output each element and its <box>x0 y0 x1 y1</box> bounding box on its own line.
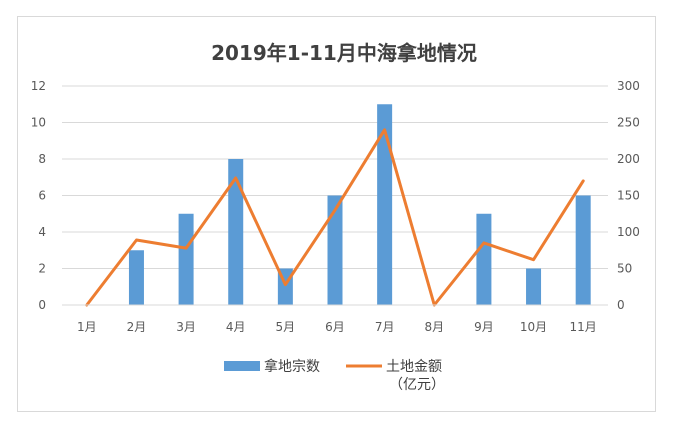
x-tick-label: 8月 <box>424 320 444 334</box>
y-left-tick-label: 6 <box>38 189 46 203</box>
y-right-tick-label: 250 <box>617 116 640 130</box>
bar <box>128 250 144 305</box>
x-tick-label: 1月 <box>77 320 97 334</box>
x-tick-label: 4月 <box>226 320 246 334</box>
bar <box>228 159 244 305</box>
legend-bar-swatch <box>224 361 260 371</box>
bar <box>575 195 591 305</box>
x-tick-label: 5月 <box>276 320 296 334</box>
bar <box>327 195 343 305</box>
x-tick-label: 6月 <box>325 320 345 334</box>
legend-line-unit: （亿元） <box>389 377 445 393</box>
gridlines <box>62 85 608 269</box>
y-right-tick-label: 300 <box>617 79 640 93</box>
x-tick-label: 10月 <box>520 320 547 334</box>
legend-bar-label: 拿地宗数 <box>264 358 320 375</box>
x-tick-label: 7月 <box>375 320 395 334</box>
x-tick-label: 2月 <box>127 320 147 334</box>
y-right-tick-label: 50 <box>617 262 632 276</box>
y-left-tick-label: 8 <box>38 152 46 166</box>
legend-line-label: 土地金额 <box>386 359 442 375</box>
y-right-tick-label: 100 <box>617 225 640 239</box>
y-right-tick-label: 200 <box>617 152 640 166</box>
x-tick-label: 3月 <box>176 320 196 334</box>
y-left-tick-label: 10 <box>31 116 46 130</box>
bar <box>377 104 393 305</box>
y-left-tick-label: 12 <box>31 79 46 93</box>
chart-title: 2019年1-11月中海拿地情况 <box>211 41 477 65</box>
y-left-tick-label: 0 <box>38 298 46 312</box>
bar <box>476 213 492 305</box>
bar <box>178 213 194 305</box>
bar <box>526 268 542 305</box>
x-tick-label: 11月 <box>570 320 597 334</box>
axes: 0 2 4 6 8 10 12 0 50 100 150 200 250 300 1月 2月 3月 4月 5月 6月 7… <box>31 79 640 334</box>
bar-series <box>128 104 591 305</box>
y-right-tick-label: 150 <box>617 189 640 203</box>
x-tick-label: 9月 <box>474 320 494 334</box>
y-right-tick-label: 0 <box>617 298 625 312</box>
y-left-tick-label: 2 <box>38 262 46 276</box>
y-left-tick-label: 4 <box>38 225 46 239</box>
legend: 拿地宗数 土地金额 （亿元） <box>224 358 445 393</box>
